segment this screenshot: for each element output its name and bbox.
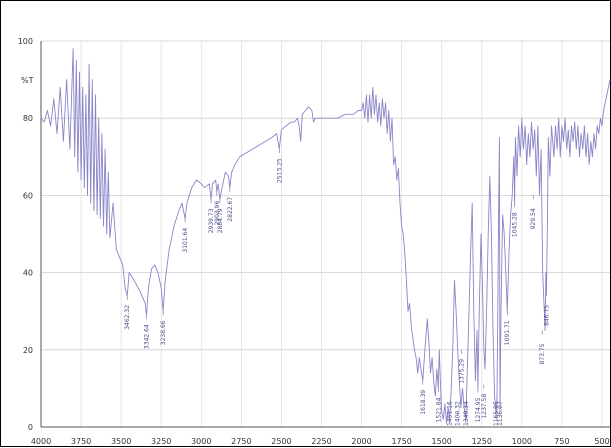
y-tick-label: 100 xyxy=(18,37,33,46)
peak-label: 1521.84 xyxy=(435,397,442,422)
x-tick-label: 500 xyxy=(594,437,609,446)
peak-label: 1165.95 xyxy=(493,401,500,426)
y-tick-label: 20 xyxy=(23,346,33,355)
x-tick-label: 4000 xyxy=(31,437,51,446)
y-tick-label: 60 xyxy=(23,191,33,200)
peak-label: 1618.39 xyxy=(420,390,427,415)
y-axis-label: %T xyxy=(21,76,34,85)
peak-label: 1045.28 xyxy=(512,212,519,237)
peak-label: 3462.32 xyxy=(124,305,131,330)
x-tick-label: 2500 xyxy=(271,437,291,446)
tick-labels: 0 20 40 60 80 100 4000 3750 3500 3250 3000 2750 2500… xyxy=(18,37,610,446)
peak-label: 2884.79 xyxy=(217,208,224,233)
peak-label: 2939.73 xyxy=(208,208,215,233)
x-tick-label: 2250 xyxy=(311,437,331,446)
series-group xyxy=(40,48,611,424)
peak-label: 1349.34 xyxy=(463,401,470,426)
axes xyxy=(40,41,610,428)
peak-label: 1237.58 xyxy=(481,394,488,419)
peak-label: 846.75 xyxy=(544,305,551,326)
peak-label: 3101.64 xyxy=(182,228,189,253)
y-tick-label: 80 xyxy=(23,114,33,123)
peak-label: 2513.25 xyxy=(276,158,283,183)
series-line xyxy=(40,48,611,424)
peak-label: 873.75 xyxy=(539,343,546,364)
x-tick-label: 3500 xyxy=(111,437,131,446)
x-tick-label: 3750 xyxy=(71,437,91,446)
peak-label: 2903.96 xyxy=(214,201,221,226)
x-tick-label: 1750 xyxy=(391,437,411,446)
x-tick-label: 750 xyxy=(554,437,569,446)
x-tick-label: 1000 xyxy=(512,437,532,446)
peak-label: 1400.32 xyxy=(455,401,462,426)
grid-lines xyxy=(40,40,610,428)
x-tick-label: 2750 xyxy=(231,437,251,446)
x-tick-label: 2000 xyxy=(351,437,371,446)
peak-label: 3342.64 xyxy=(143,324,150,349)
y-tick-label: 40 xyxy=(23,269,33,278)
peak-label: 929.54 xyxy=(530,208,537,229)
y-tick-label: 0 xyxy=(28,423,33,432)
peak-label: 1136.07 xyxy=(497,401,504,426)
peak-labels: 3462.32 3342.64 3238.66 3101.64 2939.732903.… xyxy=(124,149,551,426)
x-tick-label: 3250 xyxy=(151,437,171,446)
peak-label: 3238.66 xyxy=(160,320,167,345)
x-tick-label: 1500 xyxy=(432,437,452,446)
peak-label: 1375.29 xyxy=(459,359,466,384)
peak-label: 1274.95 xyxy=(475,397,482,422)
x-tick-label: 3000 xyxy=(191,437,211,446)
peak-label: 1451.16 xyxy=(447,401,454,426)
peak-label: 2822.67 xyxy=(227,197,234,222)
x-tick-label: 1250 xyxy=(472,437,492,446)
peak-label: 1091.71 xyxy=(504,320,511,345)
